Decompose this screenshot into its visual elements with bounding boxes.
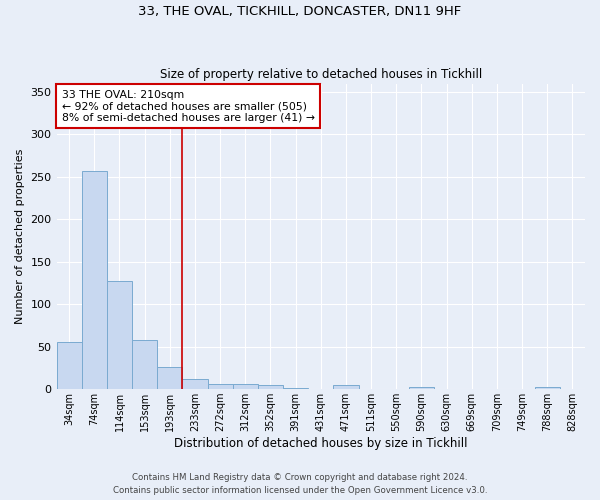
- Y-axis label: Number of detached properties: Number of detached properties: [15, 148, 25, 324]
- Bar: [157, 367, 182, 389]
- Bar: [409, 386, 434, 389]
- Bar: [182, 379, 208, 389]
- Text: 33, THE OVAL, TICKHILL, DONCASTER, DN11 9HF: 33, THE OVAL, TICKHILL, DONCASTER, DN11 …: [139, 5, 461, 18]
- Bar: [132, 340, 157, 389]
- Text: 33 THE OVAL: 210sqm
← 92% of detached houses are smaller (505)
8% of semi-detach: 33 THE OVAL: 210sqm ← 92% of detached ho…: [62, 90, 315, 123]
- Bar: [258, 385, 283, 389]
- Bar: [56, 342, 82, 389]
- Bar: [208, 384, 233, 389]
- Text: Contains HM Land Registry data © Crown copyright and database right 2024.
Contai: Contains HM Land Registry data © Crown c…: [113, 474, 487, 495]
- Bar: [334, 385, 359, 389]
- Bar: [233, 384, 258, 389]
- Bar: [535, 386, 560, 389]
- Title: Size of property relative to detached houses in Tickhill: Size of property relative to detached ho…: [160, 68, 482, 81]
- X-axis label: Distribution of detached houses by size in Tickhill: Distribution of detached houses by size …: [174, 437, 467, 450]
- Bar: [107, 282, 132, 389]
- Bar: [283, 388, 308, 389]
- Bar: [82, 171, 107, 389]
